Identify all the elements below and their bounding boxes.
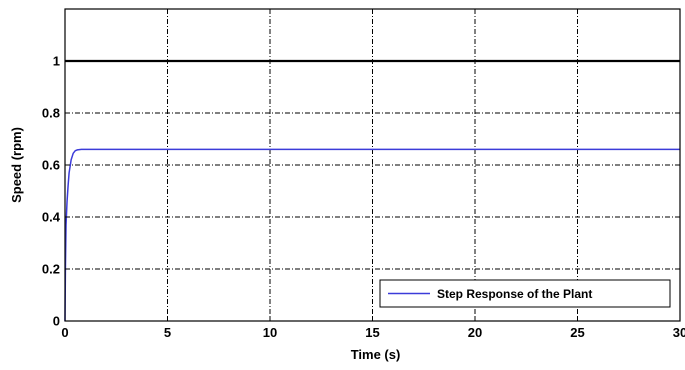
x-tick-label: 25	[570, 325, 584, 340]
x-tick-label: 0	[61, 325, 68, 340]
x-tick-label: 30	[673, 325, 685, 340]
y-axis-label: Speed (rpm)	[9, 127, 24, 203]
x-tick-label: 15	[365, 325, 379, 340]
y-tick-label: 0.6	[42, 158, 60, 173]
axis-ticks: 0 5 10 15 20 25 30 0 0.2 0.4 0.6 0.8 1	[42, 54, 685, 341]
grid-lines	[65, 9, 680, 321]
y-tick-label: 0.4	[42, 210, 61, 225]
y-tick-label: 0.2	[42, 262, 60, 277]
series-group	[64, 148, 680, 322]
legend-box	[379, 279, 671, 308]
legend: Step Response of the Plant	[379, 279, 671, 308]
x-tick-label: 5	[164, 325, 171, 340]
y-tick-label: 0	[53, 314, 60, 329]
y-tick-label: 1	[53, 54, 60, 69]
x-axis-label: Time (s)	[351, 347, 401, 362]
x-tick-label: 20	[468, 325, 482, 340]
x-tick-label: 10	[263, 325, 277, 340]
series-line	[64, 148, 680, 322]
legend-entry-label: Step Response of the Plant	[437, 287, 592, 301]
y-tick-label: 0.8	[42, 106, 60, 121]
